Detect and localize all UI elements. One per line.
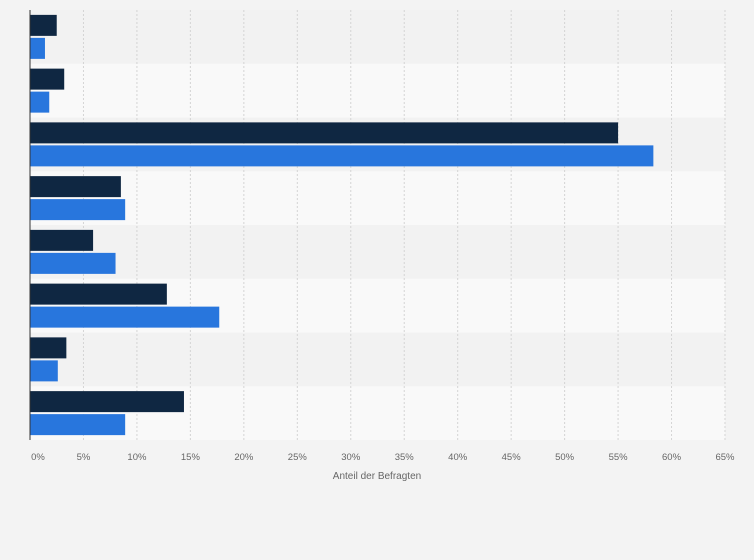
bar-series-1 (30, 283, 167, 305)
x-tick-label: 5% (77, 452, 91, 463)
x-tick-label: 15% (181, 452, 201, 463)
x-tick-label: 50% (555, 452, 575, 463)
row-band (30, 332, 725, 387)
bar-series-2 (30, 145, 654, 167)
x-tick-label: 10% (127, 452, 147, 463)
bar-series-1 (30, 14, 57, 36)
bar-series-1 (30, 337, 67, 359)
x-tick-label: 30% (341, 452, 361, 463)
row-band (30, 10, 725, 64)
bar-series-2 (30, 414, 126, 436)
bar-series-1 (30, 391, 184, 413)
bar-series-2 (30, 306, 220, 328)
x-axis-title: Anteil der Befragten (333, 471, 421, 482)
x-tick-labels: 0% 5% 10% 15% 20% 25% 30% 35% 40% 45% 50% 55% 60% 65% (31, 452, 735, 463)
x-tick-label: 35% (395, 452, 415, 463)
bar-series-2 (30, 360, 58, 382)
x-tick-label: 65% (715, 452, 735, 463)
x-tick-label: 25% (288, 452, 308, 463)
bar-series-2 (30, 37, 45, 59)
bar-series-1 (30, 122, 619, 144)
bar-series-2 (30, 91, 50, 113)
bar-series-1 (30, 68, 65, 90)
bar-series-1 (30, 176, 121, 198)
row-bands (30, 10, 725, 387)
bar-series-2 (30, 199, 126, 221)
bar-series-2 (30, 252, 116, 274)
x-tick-label: 60% (662, 452, 682, 463)
bars (30, 14, 654, 436)
x-tick-label: 40% (448, 452, 468, 463)
bar-series-1 (30, 229, 94, 251)
x-tick-label: 55% (609, 452, 629, 463)
x-tick-label: 20% (234, 452, 254, 463)
x-tick-label: 45% (502, 452, 522, 463)
row-band (30, 225, 725, 279)
x-tick-label: 0% (31, 452, 45, 463)
